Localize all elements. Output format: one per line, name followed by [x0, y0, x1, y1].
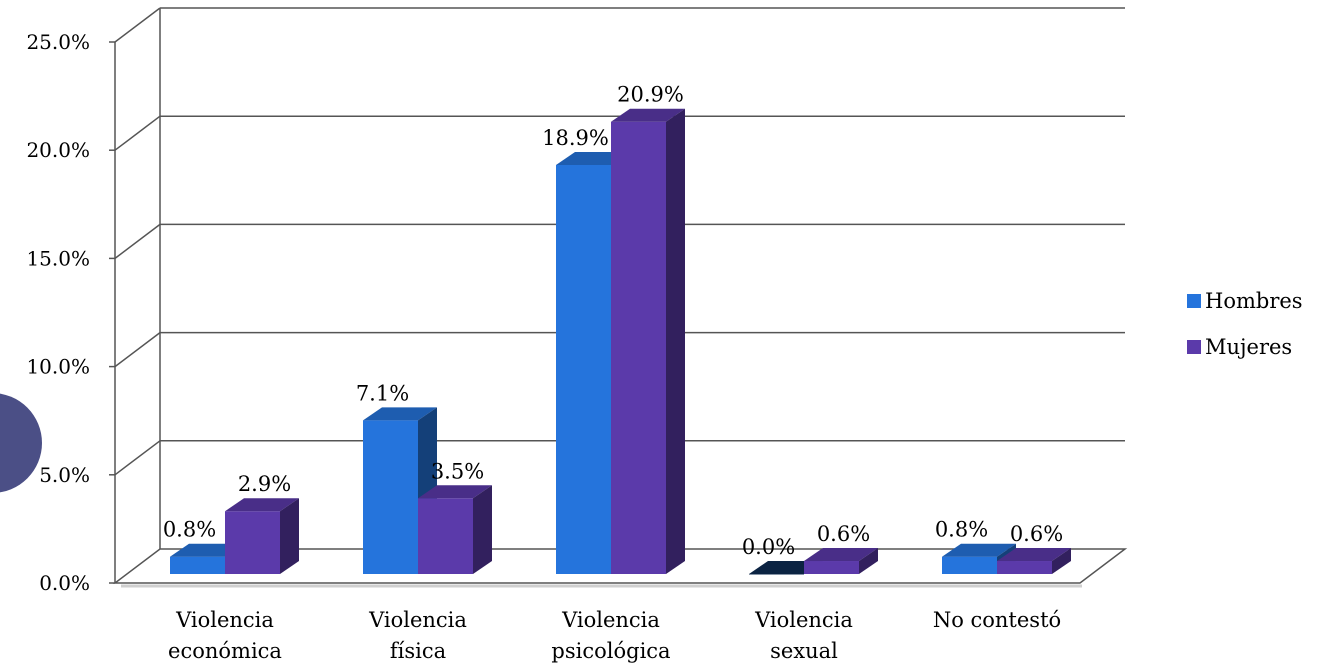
- legend-label: Hombres: [1205, 289, 1303, 313]
- bar-hombres: [942, 556, 997, 574]
- bar-top: [997, 548, 1071, 562]
- legend-swatch: [1187, 294, 1201, 308]
- x-category-label: psicológica: [551, 639, 670, 663]
- y-tick-label: 10.0%: [26, 355, 90, 379]
- data-label: 0.8%: [935, 518, 988, 542]
- gridline-diagonal: [114, 223, 161, 259]
- y-tick-label: 5.0%: [39, 463, 90, 487]
- bar-side: [1052, 548, 1071, 574]
- bar-top: [363, 407, 437, 421]
- bar-top: [418, 485, 492, 499]
- y-tick-label: 0.0%: [39, 571, 90, 595]
- x-category-label: sexual: [770, 639, 838, 663]
- bar-side: [280, 498, 299, 574]
- data-label: 2.9%: [238, 472, 291, 496]
- data-label: 20.9%: [617, 83, 684, 107]
- y-tick-label: 20.0%: [26, 138, 90, 162]
- bar-mujeres: [804, 561, 859, 574]
- data-label: 7.1%: [356, 381, 409, 405]
- legend: Hombres Mujeres: [1187, 289, 1303, 359]
- gridline-diagonal: [114, 115, 161, 151]
- x-category-label: física: [390, 639, 446, 663]
- slide-decoration-circle: [0, 393, 42, 493]
- bar-mujeres: [225, 511, 280, 574]
- data-label: 3.5%: [431, 459, 484, 483]
- legend-label: Mujeres: [1205, 335, 1292, 359]
- gridline-diagonal: [114, 440, 161, 476]
- x-category-label: No contestó: [933, 608, 1061, 632]
- bar-mujeres: [611, 121, 666, 574]
- bar-side: [666, 108, 685, 574]
- data-label: 18.9%: [542, 126, 609, 150]
- x-category-label: Violencia: [368, 608, 467, 632]
- bar-hombres: [170, 556, 225, 574]
- bar-mujeres: [997, 561, 1052, 574]
- gridline-diagonal: [114, 332, 161, 368]
- bar-top: [942, 543, 1016, 557]
- bar-top: [611, 108, 685, 122]
- bar-side: [859, 548, 878, 574]
- bar-top: [804, 548, 878, 562]
- data-label: 0.6%: [817, 522, 870, 546]
- data-label: 0.6%: [1010, 522, 1063, 546]
- bar-hombres: [363, 420, 418, 574]
- x-category-label: económica: [168, 639, 282, 663]
- x-category-label: Violencia: [561, 608, 660, 632]
- legend-swatch: [1187, 340, 1201, 354]
- x-category-label: Violencia: [754, 608, 853, 632]
- y-tick-label: 15.0%: [26, 246, 90, 270]
- bars-layer: [170, 108, 1071, 575]
- bar-hombres: [749, 574, 804, 575]
- y-tick-label: 25.0%: [26, 30, 90, 54]
- bar-mujeres: [418, 498, 473, 574]
- bar-top: [225, 498, 299, 512]
- bar-hombres: [556, 165, 611, 574]
- labels-layer: 0.0% 5.0% 10.0% 15.0% 20.0% 25.0% 0.8% 2.9% Viol…: [26, 30, 1063, 663]
- x-category-label: Violencia: [175, 608, 274, 632]
- gridline-diagonal: [114, 7, 161, 43]
- bar-side: [473, 485, 492, 574]
- data-label: 0.0%: [742, 535, 795, 559]
- data-label: 0.8%: [163, 518, 216, 542]
